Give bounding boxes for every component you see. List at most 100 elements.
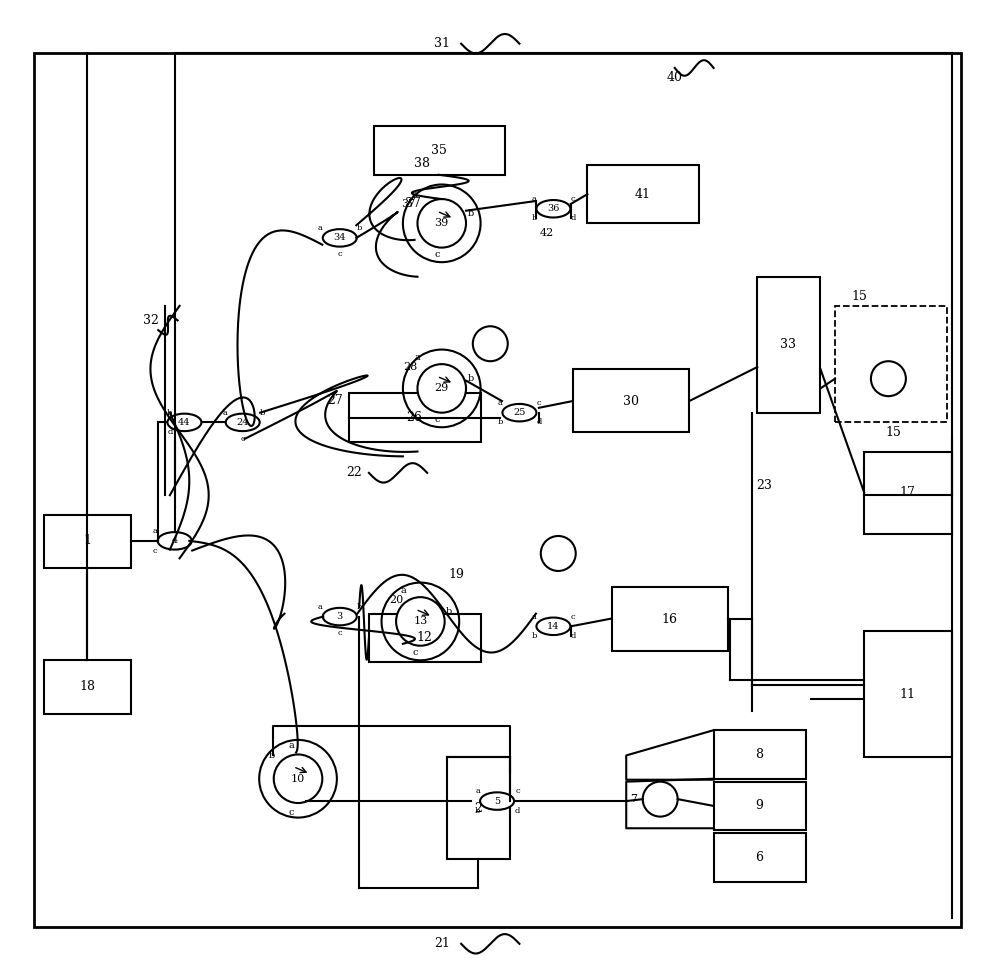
Text: a: a [400, 586, 406, 595]
Text: 12: 12 [416, 631, 432, 645]
Text: a: a [532, 613, 536, 620]
Bar [612, 587, 728, 651]
Bar [864, 452, 952, 534]
Ellipse shape [167, 414, 201, 431]
Text: b: b [468, 374, 474, 384]
Text: d: d [570, 215, 576, 222]
Text: a: a [153, 527, 158, 535]
Text: a: a [532, 195, 536, 203]
Ellipse shape [158, 532, 192, 550]
Text: 35: 35 [431, 144, 447, 157]
Bar [864, 631, 952, 757]
Ellipse shape [323, 229, 357, 247]
Text: 8: 8 [755, 748, 763, 761]
Text: a: a [288, 741, 294, 751]
Bar [349, 393, 481, 442]
Text: b: b [357, 224, 362, 232]
Text: 4: 4 [172, 536, 178, 546]
Bar [165, 68, 786, 306]
Text: 15: 15 [885, 425, 901, 439]
Text: c: c [515, 787, 520, 795]
Ellipse shape [480, 792, 514, 810]
Text: d: d [167, 428, 173, 436]
Bar [374, 126, 505, 175]
Text: 26: 26 [407, 411, 422, 424]
Bar [714, 782, 806, 830]
Bar [44, 515, 131, 568]
Text: 40: 40 [667, 71, 683, 84]
Text: 14: 14 [547, 621, 560, 631]
Text: 27: 27 [327, 393, 343, 407]
Ellipse shape [226, 414, 260, 431]
Text: b: b [167, 409, 173, 417]
Bar [757, 277, 820, 413]
Text: b: b [468, 209, 474, 218]
Circle shape [417, 364, 466, 413]
Text: c: c [240, 435, 245, 443]
Text: c: c [434, 415, 440, 424]
Text: c: c [153, 547, 158, 554]
Text: c: c [288, 808, 294, 818]
Bar [44, 660, 131, 714]
Bar [587, 165, 699, 223]
Text: 24: 24 [236, 418, 249, 427]
Text: c: c [434, 250, 440, 259]
Text: 13: 13 [413, 617, 428, 626]
Ellipse shape [536, 618, 570, 635]
Text: 21: 21 [434, 937, 450, 951]
Text: c: c [537, 399, 541, 407]
Text: 39: 39 [435, 218, 449, 228]
Text: 33: 33 [780, 338, 796, 352]
Text: a: a [415, 352, 420, 362]
Text: c: c [413, 648, 418, 657]
Bar [369, 614, 481, 662]
Circle shape [274, 754, 322, 803]
Ellipse shape [323, 608, 357, 625]
Bar [165, 316, 786, 495]
Text: 1: 1 [83, 534, 91, 548]
Text: 37: 37 [405, 197, 421, 211]
Text: b: b [259, 409, 265, 417]
Text: 42: 42 [539, 228, 554, 238]
Text: c: c [571, 195, 575, 203]
Bar [573, 369, 689, 432]
Text: 34: 34 [334, 233, 346, 243]
Text: 32: 32 [143, 314, 158, 327]
Text: 20: 20 [389, 595, 403, 605]
Text: a: a [475, 787, 480, 795]
Text: b: b [497, 419, 503, 426]
Text: c: c [571, 613, 575, 620]
Text: 18: 18 [79, 680, 95, 693]
Text: a: a [318, 603, 323, 611]
Text: 37: 37 [401, 199, 415, 209]
Circle shape [417, 199, 466, 248]
Bar [165, 505, 879, 685]
Text: 16: 16 [662, 613, 678, 626]
Text: b: b [531, 215, 537, 222]
Text: 22: 22 [346, 466, 362, 480]
Text: a: a [498, 399, 502, 407]
Text: 15: 15 [851, 289, 867, 303]
Text: a: a [318, 224, 323, 232]
Text: 7: 7 [630, 794, 637, 804]
Bar [447, 757, 510, 859]
Text: a: a [223, 409, 228, 417]
Text: a: a [412, 189, 417, 199]
Text: b: b [269, 751, 275, 760]
Text: b: b [475, 807, 480, 815]
Text: 36: 36 [547, 204, 560, 214]
Bar [714, 730, 806, 779]
Text: 23: 23 [756, 479, 772, 492]
Text: 17: 17 [900, 486, 916, 499]
Text: b: b [357, 603, 362, 611]
Text: 5: 5 [494, 796, 500, 806]
Text: 41: 41 [635, 187, 651, 201]
Circle shape [396, 597, 445, 646]
Text: 28: 28 [404, 362, 418, 372]
Text: 2: 2 [474, 802, 482, 816]
Text: 31: 31 [434, 37, 450, 50]
Bar [835, 306, 947, 422]
Text: 44: 44 [178, 418, 191, 427]
Text: c: c [337, 251, 342, 258]
Text: d: d [515, 807, 520, 815]
